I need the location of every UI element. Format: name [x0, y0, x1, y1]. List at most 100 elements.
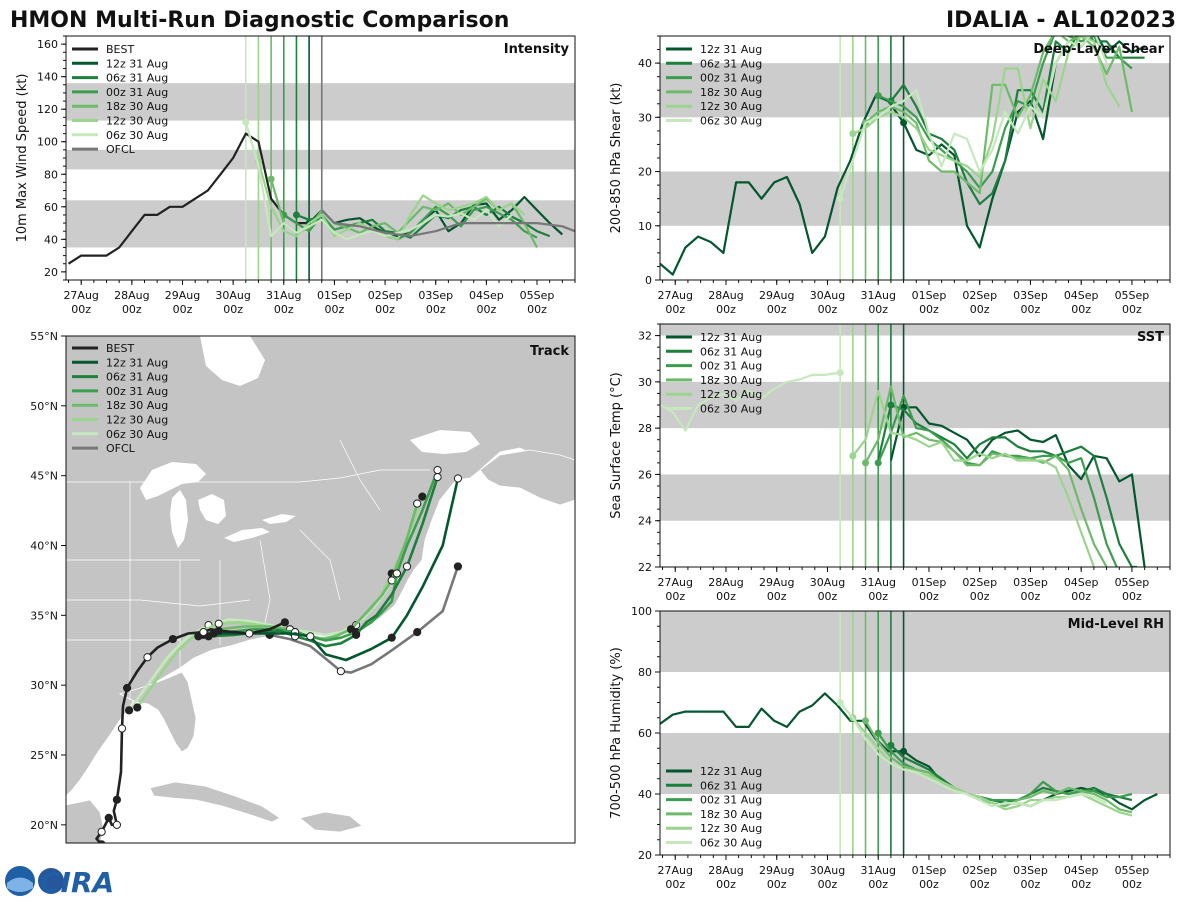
- x-tick-sublabel: 00z: [1122, 303, 1142, 316]
- x-tick-sublabel: 00z: [426, 303, 446, 316]
- lat-tick-label: 45°N: [30, 470, 58, 483]
- legend-label-00z-31-aug: 00z 31 Aug: [700, 72, 762, 85]
- series-line-06z-30-aug: [839, 701, 1108, 808]
- x-tick-sublabel: 00z: [665, 590, 685, 603]
- y-tick-label: 20: [44, 266, 58, 279]
- y-axis-label: 200-850 hPa Shear (kt): [609, 83, 624, 234]
- track-legend-label-ofcl: OFCL: [106, 442, 136, 455]
- legend-label-18z-30-aug: 18z 30 Aug: [700, 808, 762, 821]
- track-point-12z-30-aug: [133, 703, 142, 712]
- legend-label-18z-30-aug: 18z 30 Aug: [700, 86, 762, 99]
- y-axis-label: 10m Max Wind Speed (kt): [15, 74, 30, 243]
- x-tick-sublabel: 00z: [173, 303, 193, 316]
- series-line-ofcl: [321, 209, 575, 238]
- legend-label-ofcl: OFCL: [106, 143, 136, 156]
- track-point-00z-31-aug: [433, 465, 442, 475]
- plot-area: [66, 36, 575, 280]
- x-tick-sublabel: 00z: [919, 590, 939, 603]
- legend-label-18z-30-aug: 18z 30 Aug: [700, 374, 762, 387]
- track-legend-label-12z-30-aug: 12z 30 Aug: [106, 414, 168, 427]
- legend-label-06z-30-aug: 06z 30 Aug: [106, 129, 168, 142]
- legend-label-00z-31-aug: 00z 31 Aug: [700, 794, 762, 807]
- legend-label-12z-31-aug: 12z 31 Aug: [700, 765, 762, 778]
- band-1: [66, 149, 575, 170]
- init-marker-18z-30-aug: [862, 717, 870, 725]
- track-point-best: [143, 653, 152, 662]
- x-tick-label: 05Sep: [520, 289, 555, 302]
- legend-label-12z-31-aug: 12z 31 Aug: [700, 43, 762, 56]
- track-point-18z-30-aug: [413, 499, 422, 508]
- x-tick-label: 03Sep: [1013, 289, 1048, 302]
- init-marker-06z-31-aug: [887, 401, 895, 409]
- track-point-12z-30-aug: [418, 492, 427, 501]
- panel-title: Deep-Layer Shear: [1033, 42, 1164, 57]
- x-tick-label: 03Sep: [418, 289, 453, 302]
- y-tick-label: 140: [37, 71, 58, 84]
- panel-title: Intensity: [504, 42, 570, 57]
- series-line-06z-31-aug: [890, 744, 1133, 805]
- init-marker-06z-30-aug: [242, 118, 250, 126]
- x-tick-label: 30Aug: [810, 864, 845, 877]
- x-tick-label: 27Aug: [657, 576, 692, 589]
- y-tick-label: 0: [645, 274, 652, 287]
- y-tick-label: 26: [638, 468, 652, 481]
- legend-label-06z-31-aug: 06z 31 Aug: [700, 345, 762, 358]
- track-legend-label-06z-30-aug: 06z 30 Aug: [106, 428, 168, 441]
- legend-label-12z-31-aug: 12z 31 Aug: [106, 57, 168, 70]
- x-tick-label: 02Sep: [368, 289, 403, 302]
- track-point-ofcl: [453, 562, 463, 571]
- track-series: [95, 465, 463, 843]
- track-line-12z-31-aug: [213, 478, 460, 662]
- x-tick-sublabel: 00z: [818, 878, 838, 891]
- x-tick-label: 03Sep: [1013, 576, 1048, 589]
- init-marker-12z-31-aug: [900, 747, 908, 755]
- band-2: [66, 83, 575, 121]
- x-tick-sublabel: 00z: [665, 878, 685, 891]
- intensity-panel: 2040608010012014016027Aug00z28Aug00z29Au…: [15, 35, 576, 316]
- x-tick-sublabel: 00z: [223, 303, 243, 316]
- series-line-00z-31-aug: [877, 36, 1133, 189]
- map-land: [66, 336, 575, 843]
- track-point-best: [104, 813, 113, 822]
- x-tick-sublabel: 00z: [818, 303, 838, 316]
- x-tick-label: 28Aug: [114, 289, 149, 302]
- init-marker-18z-30-aug: [862, 459, 870, 467]
- legend-label-18z-30-aug: 18z 30 Aug: [106, 100, 168, 113]
- x-tick-sublabel: 00z: [1122, 878, 1142, 891]
- track-legend-label-06z-31-aug: 06z 31 Aug: [106, 371, 168, 384]
- legend-label-12z-30-aug: 12z 30 Aug: [700, 100, 762, 113]
- x-tick-label: 05Sep: [1115, 864, 1150, 877]
- y-tick-label: 32: [638, 330, 652, 343]
- track-line-06z-31-aug: [208, 476, 439, 648]
- series-line-18z-30-aug: [864, 36, 1133, 195]
- x-tick-sublabel: 00z: [1071, 590, 1091, 603]
- init-marker-12z-31-aug: [900, 119, 908, 127]
- rh-panel: 2040608010027Aug00z28Aug00z29Aug00z30Aug…: [609, 605, 1171, 891]
- x-tick-label: 01Sep: [912, 576, 947, 589]
- init-marker-06z-30-aug: [836, 369, 844, 377]
- y-tick-label: 20: [638, 849, 652, 862]
- x-tick-sublabel: 00z: [527, 303, 547, 316]
- y-tick-label: 22: [638, 561, 652, 574]
- y-tick-label: 40: [638, 788, 652, 801]
- y-tick-label: 80: [44, 168, 58, 181]
- x-tick-sublabel: 00z: [122, 303, 142, 316]
- storm-name: IDALIA - AL102023: [946, 8, 1176, 33]
- x-tick-sublabel: 00z: [1071, 303, 1091, 316]
- x-tick-sublabel: 00z: [716, 878, 736, 891]
- track-point-best: [112, 820, 122, 829]
- lat-tick-label: 40°N: [30, 540, 58, 553]
- x-tick-label: 31Aug: [860, 576, 895, 589]
- x-tick-sublabel: 00z: [716, 303, 736, 316]
- x-tick-sublabel: 00z: [767, 878, 787, 891]
- track-point-best: [199, 627, 208, 637]
- shear-panel: 01020304027Aug00z28Aug00z29Aug00z30Aug00…: [609, 35, 1171, 316]
- track-legend-label-18z-30-aug: 18z 30 Aug: [106, 399, 168, 412]
- x-tick-label: 04Sep: [1064, 864, 1099, 877]
- x-tick-label: 05Sep: [1115, 289, 1150, 302]
- x-tick-label: 28Aug: [708, 864, 743, 877]
- track-point-best: [168, 634, 177, 644]
- legend-label-12z-31-aug: 12z 31 Aug: [700, 331, 762, 344]
- y-tick-label: 20: [638, 166, 652, 179]
- x-tick-sublabel: 00z: [1122, 590, 1142, 603]
